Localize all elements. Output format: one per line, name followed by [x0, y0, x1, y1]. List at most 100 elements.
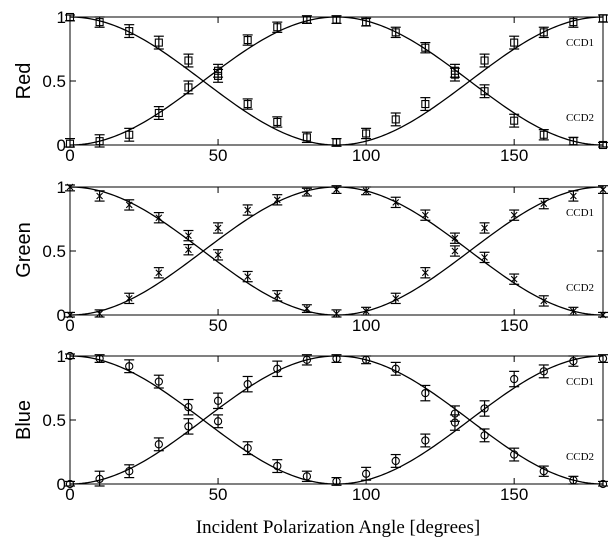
y-tick-label-red: 1	[57, 8, 66, 27]
data-point-ccd2-red	[183, 80, 194, 95]
x-marker	[244, 206, 252, 214]
circle-marker	[302, 472, 312, 481]
series-label-ccd1-red: CCD1	[566, 37, 594, 49]
x-tick-label-red: 150	[500, 146, 528, 165]
circle-marker	[243, 380, 252, 389]
data-point-ccd2-green	[568, 190, 579, 202]
data-point-ccd2-red	[538, 26, 549, 39]
x-marker	[451, 234, 459, 242]
circle-marker	[95, 354, 104, 363]
y-tick-label-green: 0	[57, 306, 66, 325]
data-point-ccd1-green	[509, 273, 520, 285]
x-axis-label: Incident Polarization Angle [degrees]	[196, 517, 480, 538]
data-point-ccd1-green	[331, 309, 342, 318]
x-tick-label-red: 0	[65, 146, 74, 165]
data-point-ccd1-green	[361, 306, 372, 316]
x-marker	[362, 307, 370, 315]
square-marker	[214, 66, 223, 75]
data-point-ccd2-green	[509, 209, 520, 221]
circle-marker	[273, 461, 282, 471]
y-axis-label-red: Red	[13, 63, 35, 100]
data-point-ccd1-blue	[301, 470, 312, 483]
circle-marker	[125, 362, 134, 371]
square-marker	[65, 139, 75, 148]
data-point-ccd2-blue	[331, 354, 342, 363]
data-point-ccd2-blue	[183, 418, 194, 435]
circle-marker	[361, 355, 371, 364]
panel-red: Red 0 50 100 150 0 0.5 1 CCD1 CCD2	[13, 8, 608, 165]
data-point-ccd2-green	[153, 267, 164, 279]
x-marker	[481, 224, 488, 232]
data-point-ccd2-red	[272, 21, 283, 33]
data-point-ccd2-red	[420, 41, 431, 54]
x-marker	[392, 198, 400, 206]
data-point-ccd1-red	[598, 140, 608, 150]
square-marker	[391, 28, 400, 37]
data-point-ccd1-green	[124, 199, 135, 211]
data-point-ccd2-blue	[153, 437, 164, 452]
circle-marker	[569, 476, 578, 485]
data-point-ccd2-red	[331, 15, 342, 24]
x-tick-label-green: 50	[209, 316, 228, 335]
data-point-ccd2-red	[153, 105, 164, 121]
y-tick-label-blue: 1	[57, 347, 66, 366]
circle-marker	[243, 444, 252, 453]
data-point-ccd1-blue	[479, 428, 490, 443]
circle-marker	[65, 479, 75, 489]
data-point-ccd2-red	[301, 15, 312, 24]
x-marker	[185, 246, 192, 254]
data-point-ccd2-red	[242, 34, 253, 46]
circle-marker	[480, 431, 489, 440]
data-point-ccd2-blue	[124, 464, 135, 479]
square-marker	[510, 116, 519, 125]
circle-marker	[154, 377, 163, 386]
x-marker	[599, 311, 607, 319]
data-point-ccd1-blue	[213, 414, 224, 429]
data-point-ccd1-green	[65, 183, 75, 192]
y-axis-label-green: Green	[13, 222, 35, 278]
data-point-ccd2-blue	[361, 355, 372, 365]
data-point-ccd1-green	[538, 295, 549, 307]
x-marker	[214, 251, 222, 259]
square-marker	[302, 133, 311, 142]
square-marker	[391, 115, 400, 124]
data-point-ccd2-green	[65, 311, 75, 319]
data-point-ccd1-blue	[124, 359, 135, 374]
square-marker	[421, 99, 430, 109]
data-point-ccd1-red	[301, 131, 312, 144]
y-tick-label-red: 0	[57, 136, 66, 155]
circle-marker	[154, 440, 163, 449]
x-marker	[392, 294, 400, 302]
data-point-ccd2-green	[449, 232, 460, 244]
y-tick-label-blue: 0	[57, 475, 66, 494]
data-point-ccd1-red	[509, 113, 520, 128]
data-point-ccd2-blue	[479, 400, 490, 417]
data-point-ccd1-blue	[65, 351, 75, 361]
square-marker	[421, 43, 430, 52]
data-point-ccd1-blue	[509, 447, 520, 462]
square-marker	[95, 137, 104, 146]
series-label-ccd1-green: CCD1	[566, 207, 594, 219]
square-marker	[332, 138, 341, 147]
data-point-ccd2-red	[390, 26, 401, 39]
circle-marker	[569, 356, 578, 366]
y-tick-label-green: 1	[57, 178, 66, 197]
data-point-ccd1-blue	[183, 398, 194, 416]
circle-marker	[213, 417, 223, 426]
data-point-ccd1-red	[420, 97, 431, 112]
data-point-ccd1-red	[479, 84, 490, 99]
data-point-ccd2-blue	[272, 360, 283, 378]
x-marker	[540, 200, 548, 208]
data-point-ccd2-green	[479, 222, 490, 234]
y-tick-label-red: 0.5	[42, 72, 66, 91]
x-marker	[66, 311, 74, 319]
square-marker	[569, 18, 578, 27]
square-marker	[332, 15, 341, 24]
data-point-ccd2-blue	[301, 354, 312, 366]
circle-marker	[95, 474, 104, 484]
data-point-ccd1-red	[331, 138, 342, 147]
square-marker	[125, 27, 134, 36]
y-tick-label-blue: 0.5	[42, 411, 66, 430]
data-point-ccd2-red	[94, 134, 105, 148]
